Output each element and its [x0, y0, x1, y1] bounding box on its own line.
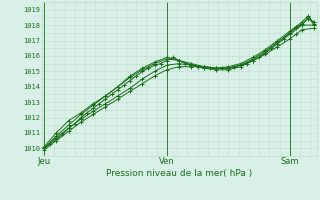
X-axis label: Pression niveau de la mer( hPa ): Pression niveau de la mer( hPa ) [106, 169, 252, 178]
